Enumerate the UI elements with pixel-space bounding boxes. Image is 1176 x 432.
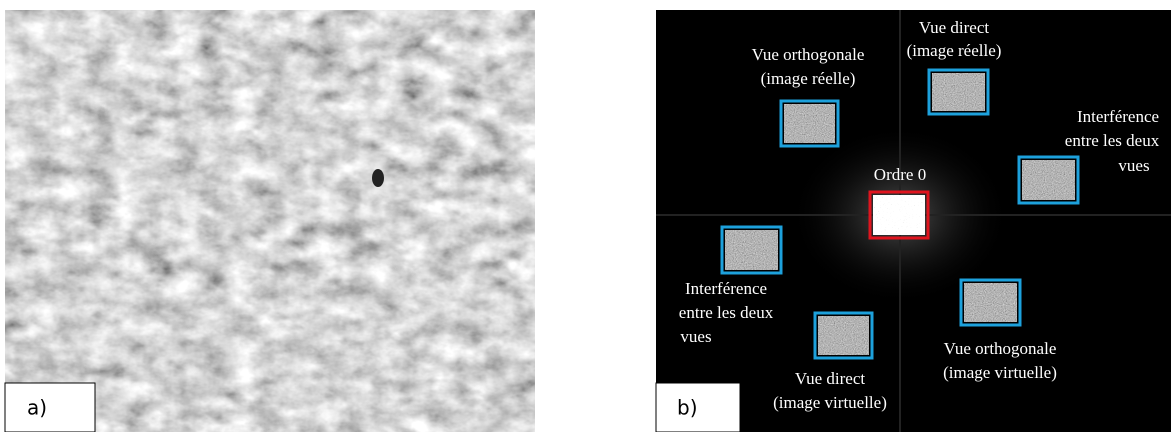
order-image [784,104,835,143]
annotation: entre les deux [1065,131,1160,150]
label-box [656,383,740,432]
label-box [5,383,95,432]
figure: a) Vue orthogonale (image réelle) Vue di… [0,0,1176,432]
panel-b: Vue orthogonale (image réelle) Vue direc… [656,10,1171,432]
annotation: (image réelle) [907,41,1002,60]
order-image [932,73,985,111]
panel-label: a) [27,396,47,420]
annotation: (image virtuelle) [943,363,1057,382]
annotation: Vue direct [919,18,990,37]
annotation: Ordre 0 [874,165,926,184]
annotation: Vue orthogonale [944,339,1057,358]
order-image [725,230,778,270]
order-image [873,195,925,235]
annotation: vues [680,327,711,346]
annotation: entre les deux [679,303,774,322]
annotation: Interférence [685,279,767,298]
speckle-texture [5,10,535,432]
annotation: vues [1118,156,1149,175]
annotation: Vue direct [795,369,866,388]
panel-label: b) [677,396,698,420]
annotation: Vue orthogonale [752,45,865,64]
order-image [1022,160,1075,200]
annotation: Interférence [1077,107,1159,126]
order-image [964,283,1017,322]
order-image [818,316,869,355]
annotation: (image réelle) [761,69,856,88]
dust-spot [372,169,384,187]
annotation: (image virtuelle) [773,393,887,412]
panel-a: a) [5,10,535,432]
